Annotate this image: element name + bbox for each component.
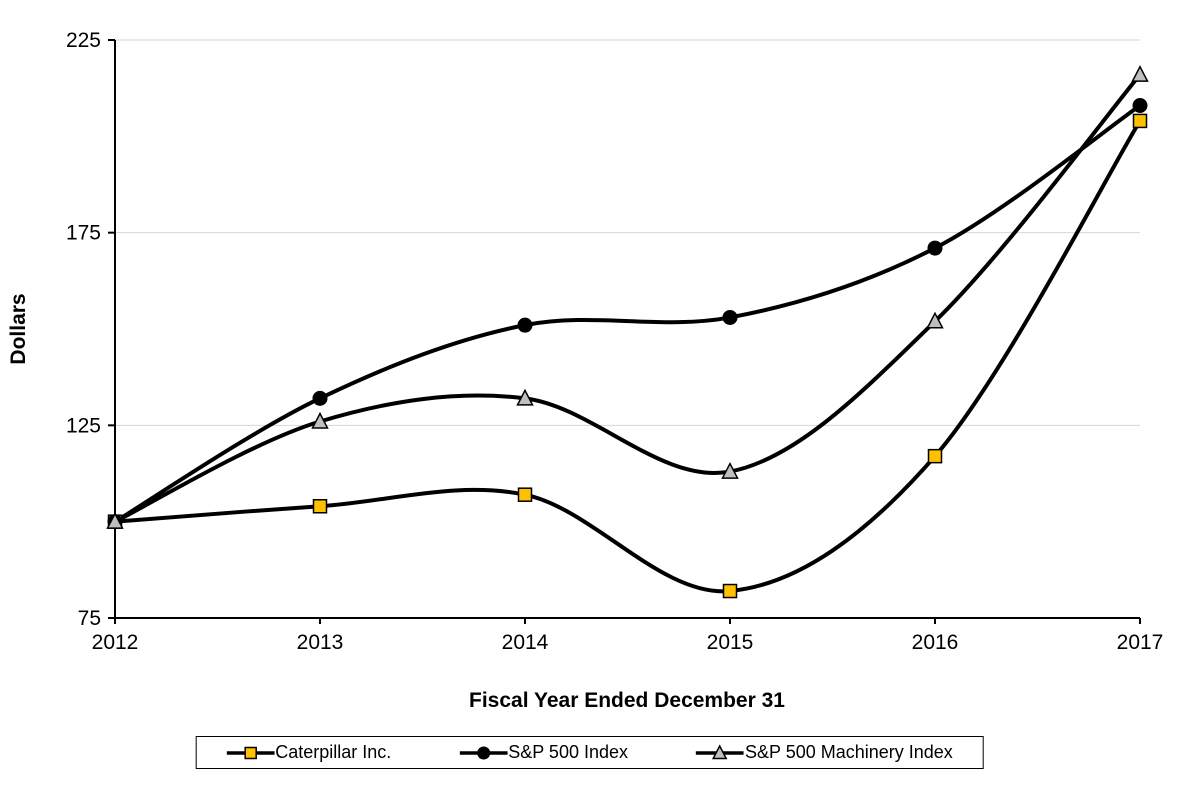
- square-marker: [722, 583, 738, 599]
- axes-group: [108, 39, 1141, 624]
- series-line: [113, 118, 1142, 594]
- circle-marker: [476, 746, 490, 759]
- x-tick-label: 2017: [1117, 631, 1164, 654]
- tick-labels-group: 75 125 175 225 2012 2013 2014 2015 2016 2017: [66, 29, 1163, 654]
- legend-label: S&P 500 Index: [508, 742, 629, 762]
- legend-label: Caterpillar Inc.: [275, 742, 392, 762]
- legend-marker-circle: [459, 746, 508, 759]
- y-axis-title: Dollars: [7, 293, 30, 364]
- square-marker: [1132, 113, 1148, 129]
- y-tick-label: 175: [66, 222, 101, 245]
- triangle-marker: [712, 743, 728, 759]
- series-line: [113, 72, 1142, 524]
- circle-marker: [312, 390, 328, 406]
- circle-marker: [722, 309, 738, 325]
- triangle-marker: [1131, 65, 1149, 82]
- legend-label: S&P 500 Machinery Index: [745, 742, 953, 762]
- legend-item: S&P 500 Index: [459, 742, 628, 763]
- circle-marker: [1132, 98, 1148, 114]
- triangle-marker: [516, 388, 534, 406]
- series-group: [106, 65, 1149, 599]
- x-tick-label: 2014: [502, 631, 549, 654]
- x-tick-label: 2013: [297, 631, 344, 654]
- triangle-marker: [106, 512, 124, 529]
- x-tick-label: 2016: [912, 631, 959, 654]
- legend-marker-triangle: [696, 743, 745, 759]
- y-tick-label: 75: [78, 607, 101, 630]
- y-tick-label: 125: [66, 414, 101, 437]
- triangle-marker: [721, 461, 739, 479]
- triangle-marker: [311, 411, 329, 429]
- y-tick-label: 225: [66, 29, 101, 52]
- square-marker: [312, 499, 328, 514]
- x-tick-label: 2012: [92, 631, 139, 654]
- triangle-marker: [926, 311, 944, 329]
- legend-item: S&P 500 Machinery Index: [696, 742, 953, 763]
- circle-marker: [927, 240, 943, 256]
- gridlines-group: [115, 39, 1140, 426]
- legend-item: Caterpillar Inc.: [226, 742, 391, 763]
- series-line: [113, 103, 1142, 524]
- square-marker: [517, 487, 533, 502]
- legend-marker-square: [226, 746, 275, 759]
- x-tick-label: 2015: [707, 631, 754, 654]
- x-axis-title: Fiscal Year Ended December 31: [469, 689, 785, 712]
- square-marker: [927, 448, 943, 464]
- chart-legend: Caterpillar Inc. S&P 500 Index S&P 500 Mac…: [195, 736, 984, 769]
- circle-marker: [517, 317, 533, 333]
- square-marker: [243, 746, 257, 759]
